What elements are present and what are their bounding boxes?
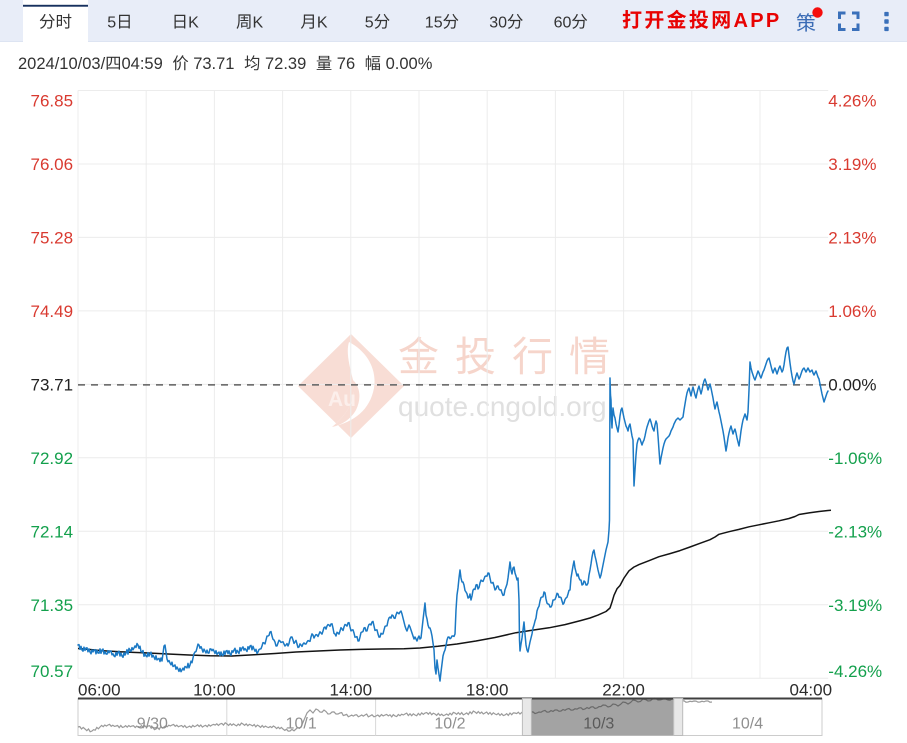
svg-text:71.35: 71.35 [31, 596, 74, 615]
svg-text:K: K [317, 15, 328, 32]
svg-text:30: 30 [489, 15, 507, 32]
svg-text:-2.13%: -2.13% [828, 522, 882, 541]
svg-text:75.28: 75.28 [31, 229, 74, 248]
svg-text:60: 60 [554, 15, 572, 32]
svg-text:14:00: 14:00 [330, 681, 373, 700]
svg-text:4.26%: 4.26% [828, 92, 876, 111]
svg-text:0.00%: 0.00% [828, 376, 876, 395]
svg-text:72.14: 72.14 [31, 522, 74, 541]
svg-text:2024/10/03/: 2024/10/03/ [18, 55, 106, 73]
svg-text:10/3: 10/3 [583, 716, 614, 733]
svg-text:72.39: 72.39 [265, 55, 306, 73]
svg-text:04:00: 04:00 [790, 681, 833, 700]
svg-text:76.85: 76.85 [31, 92, 74, 111]
svg-text:K: K [188, 15, 199, 32]
svg-text:Au: Au [328, 388, 356, 411]
svg-text:22:00: 22:00 [602, 681, 645, 700]
svg-text:72.92: 72.92 [31, 449, 74, 468]
svg-text:04:59: 04:59 [122, 55, 163, 73]
svg-text:-1.06%: -1.06% [828, 449, 882, 468]
svg-text:1.06%: 1.06% [828, 302, 876, 321]
svg-text:15: 15 [425, 15, 443, 32]
svg-text:-3.19%: -3.19% [828, 596, 882, 615]
svg-text:APP: APP [734, 10, 782, 32]
svg-text:9/30: 9/30 [137, 716, 168, 733]
svg-text:73.71: 73.71 [31, 376, 74, 395]
svg-text:76.06: 76.06 [31, 155, 74, 174]
svg-text:5: 5 [365, 15, 374, 32]
svg-text:10/4: 10/4 [732, 716, 763, 733]
svg-text:10/2: 10/2 [434, 716, 465, 733]
svg-text:quote.cngold.org: quote.cngold.org [398, 391, 607, 422]
svg-text:10:00: 10:00 [193, 681, 236, 700]
svg-text:2.13%: 2.13% [828, 229, 876, 248]
svg-text:74.49: 74.49 [31, 302, 74, 321]
svg-text:10/1: 10/1 [286, 716, 317, 733]
svg-text:K: K [253, 15, 264, 32]
svg-text:3.19%: 3.19% [828, 155, 876, 174]
svg-text:76: 76 [337, 55, 355, 73]
svg-text:73.71: 73.71 [193, 55, 234, 73]
svg-text:0.00%: 0.00% [386, 55, 433, 73]
svg-text:-4.26%: -4.26% [828, 662, 882, 681]
svg-text:70.57: 70.57 [31, 662, 74, 681]
svg-text:18:00: 18:00 [466, 681, 509, 700]
svg-text:06:00: 06:00 [78, 681, 121, 700]
svg-text:5: 5 [107, 15, 116, 32]
